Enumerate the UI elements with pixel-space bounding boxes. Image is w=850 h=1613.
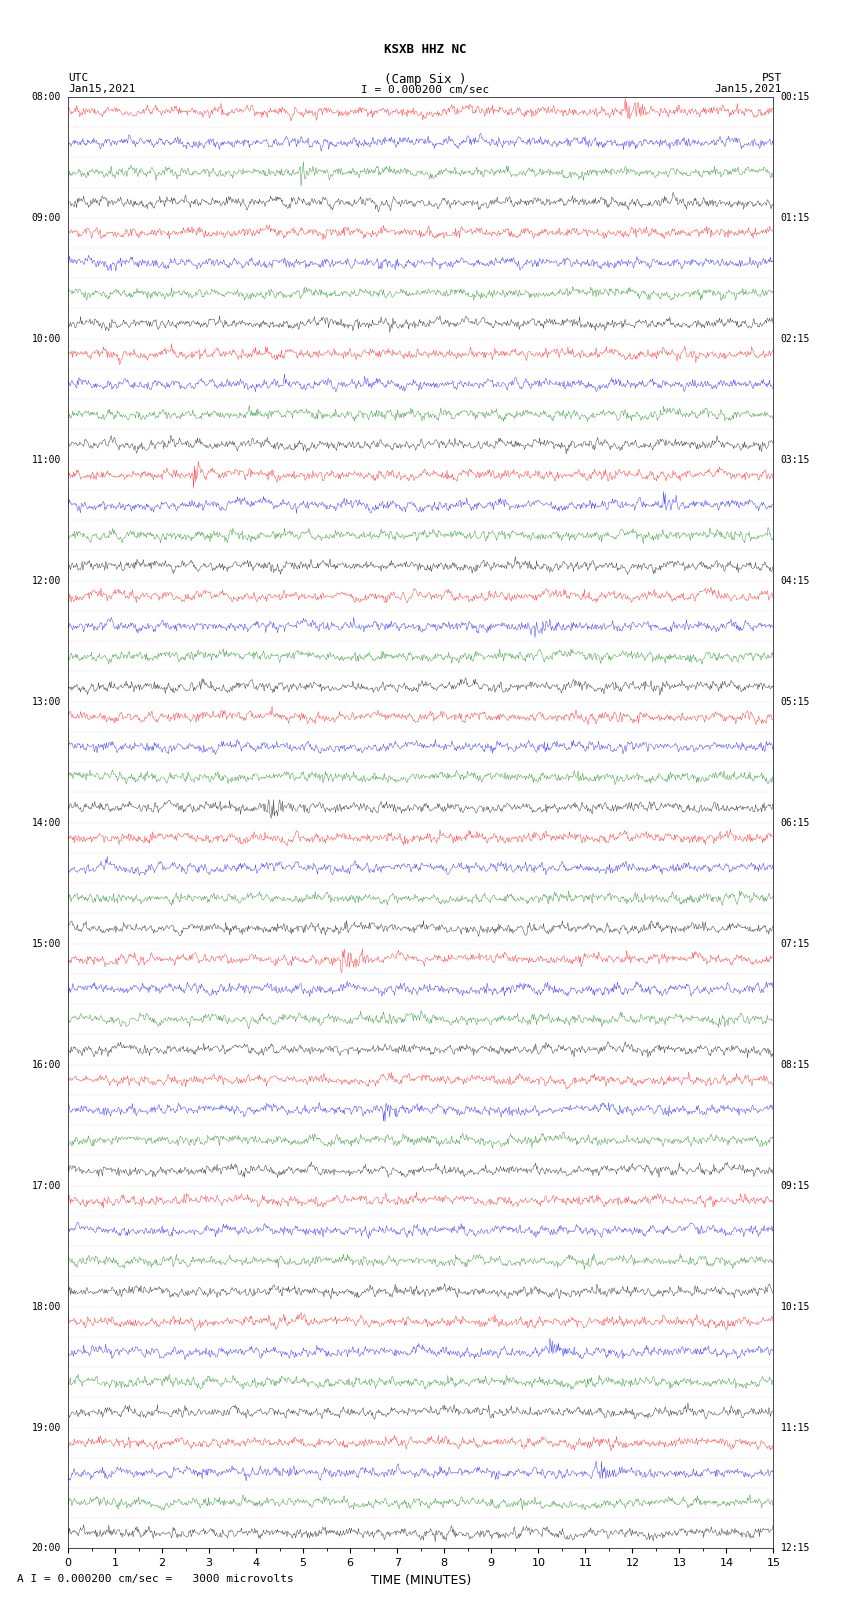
Text: 11:00: 11:00 [31, 455, 61, 465]
Text: 00:15: 00:15 [780, 92, 810, 102]
Text: 08:00: 08:00 [31, 92, 61, 102]
Text: UTC
Jan15,2021: UTC Jan15,2021 [68, 73, 135, 94]
Text: KSXB HHZ NC: KSXB HHZ NC [383, 44, 467, 56]
Text: 05:15: 05:15 [780, 697, 810, 706]
Text: 11:15: 11:15 [780, 1423, 810, 1432]
Text: 03:15: 03:15 [780, 455, 810, 465]
Text: 18:00: 18:00 [31, 1302, 61, 1311]
Text: 04:15: 04:15 [780, 576, 810, 586]
Text: 13:00: 13:00 [31, 697, 61, 706]
Text: 12:00: 12:00 [31, 576, 61, 586]
Text: A I = 0.000200 cm/sec =   3000 microvolts: A I = 0.000200 cm/sec = 3000 microvolts [17, 1574, 294, 1584]
Text: 07:15: 07:15 [780, 939, 810, 948]
Text: 06:15: 06:15 [780, 818, 810, 827]
Text: 15:00: 15:00 [31, 939, 61, 948]
Text: 20:00: 20:00 [31, 1544, 61, 1553]
Text: 19:00: 19:00 [31, 1423, 61, 1432]
Text: 17:00: 17:00 [31, 1181, 61, 1190]
Text: 10:15: 10:15 [780, 1302, 810, 1311]
Text: PST
Jan15,2021: PST Jan15,2021 [715, 73, 782, 94]
Text: 09:00: 09:00 [31, 213, 61, 223]
Text: 12:15: 12:15 [780, 1544, 810, 1553]
Text: 09:15: 09:15 [780, 1181, 810, 1190]
X-axis label: TIME (MINUTES): TIME (MINUTES) [371, 1574, 471, 1587]
Text: 16:00: 16:00 [31, 1060, 61, 1069]
Text: 02:15: 02:15 [780, 334, 810, 344]
Text: 08:15: 08:15 [780, 1060, 810, 1069]
Text: I = 0.000200 cm/sec: I = 0.000200 cm/sec [361, 85, 489, 95]
Text: 01:15: 01:15 [780, 213, 810, 223]
Text: 14:00: 14:00 [31, 818, 61, 827]
Text: 10:00: 10:00 [31, 334, 61, 344]
Text: (Camp Six ): (Camp Six ) [383, 73, 467, 85]
